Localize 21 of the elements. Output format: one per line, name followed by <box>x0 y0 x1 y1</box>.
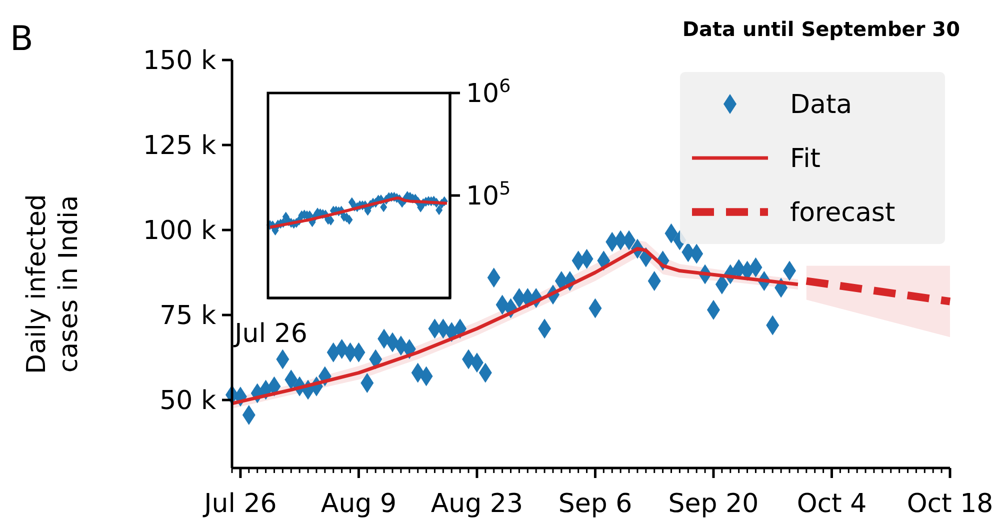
x-tick-label: Jul 26 <box>202 489 277 519</box>
y-axis-title: Daily infected cases in India <box>22 194 84 374</box>
legend-label: forecast <box>790 198 896 228</box>
x-tick-label: Oct 18 <box>906 489 994 519</box>
x-tick-label: Sep 6 <box>558 489 632 519</box>
x-tick-label: Aug 23 <box>430 489 524 519</box>
y-tick-label: 150 k <box>143 46 216 76</box>
y-tick-label: 10$^{5}$ <box>466 178 511 212</box>
legend-label: Fit <box>790 144 820 174</box>
chart-title: Data until September 30 <box>682 17 960 41</box>
y-tick-label: 100 k <box>143 216 216 246</box>
y-tick-label: 10$^{6}$ <box>466 76 511 109</box>
y-tick-label: 75 k <box>160 301 216 331</box>
y-tick-label: 50 k <box>160 386 216 416</box>
y-tick-label: 125 k <box>143 131 216 161</box>
legend-label: Data <box>790 90 852 120</box>
annotation: Jul 26 <box>232 319 308 349</box>
x-tick-label: Aug 9 <box>320 489 396 519</box>
x-tick-label: Sep 20 <box>668 489 759 519</box>
x-tick-label: Oct 4 <box>796 489 867 519</box>
text: B <box>10 19 34 59</box>
